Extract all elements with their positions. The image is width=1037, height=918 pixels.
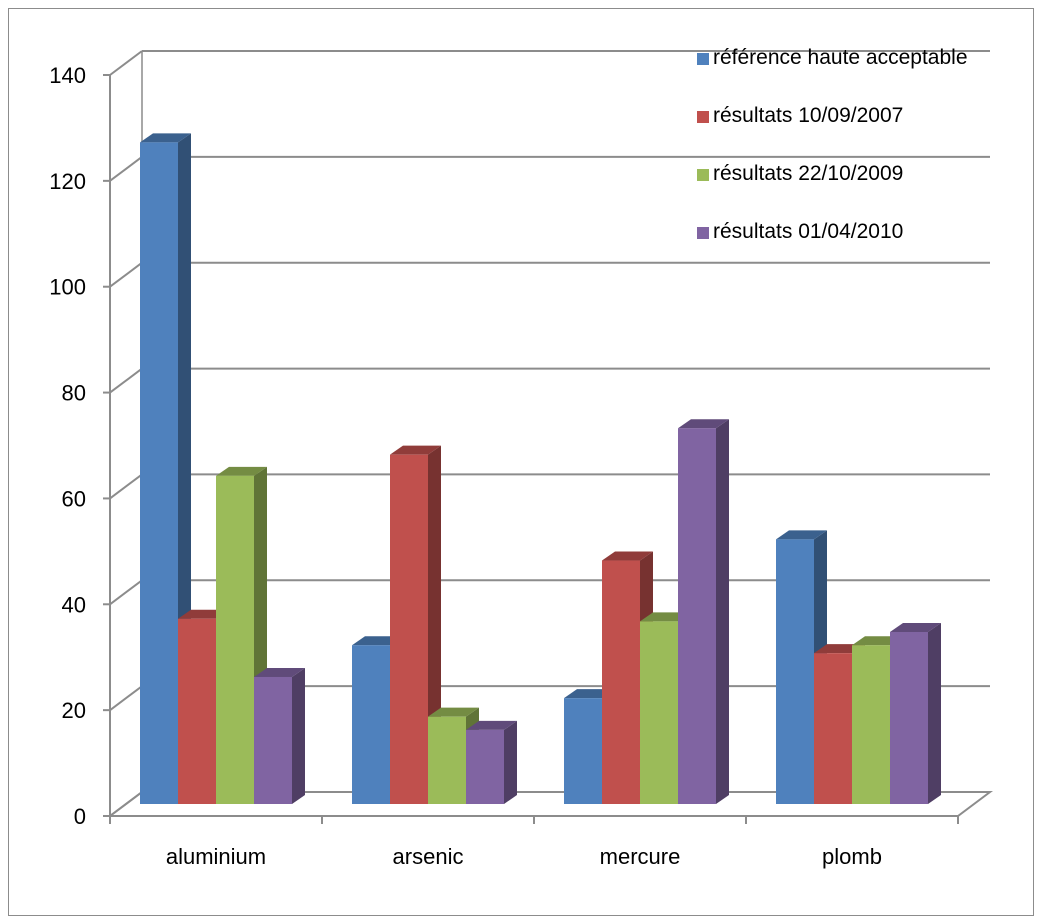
bar-front	[390, 454, 428, 804]
legend-label: référence haute acceptable	[713, 46, 968, 69]
bar-top	[390, 445, 441, 455]
bar-side	[716, 419, 729, 804]
legend-label: résultats 01/04/2010	[713, 220, 903, 243]
bar-top	[678, 419, 729, 429]
y-axis-tick-labels: 0 20 40 60 80 100 120 140	[49, 63, 86, 829]
bar-side	[292, 667, 305, 804]
legend-swatch	[697, 227, 709, 239]
gridline-side-140	[109, 50, 143, 76]
gridline-side-100	[109, 261, 143, 288]
gridline-side-40	[109, 579, 143, 606]
y-tick-label-120: 120	[49, 169, 86, 194]
gridline-side-80	[109, 367, 143, 394]
bar-top	[216, 466, 267, 476]
x-tick-label-aluminium: aluminium	[166, 844, 266, 869]
legend-item-2: résultats 10/09/2007	[697, 104, 903, 127]
chart-floor	[107, 791, 993, 817]
bar-front	[216, 475, 254, 804]
y-tick-label-0: 0	[74, 804, 86, 829]
bar-front	[776, 539, 814, 804]
bar-front	[564, 698, 602, 804]
y-tick-label-100: 100	[49, 275, 86, 300]
x-tick-label-mercure: mercure	[600, 844, 681, 869]
bar-front	[814, 653, 852, 804]
bar-top	[428, 707, 479, 717]
bar-arsenic-4	[466, 720, 517, 804]
bars	[140, 133, 941, 805]
bar-top	[890, 622, 941, 632]
legend-label: résultats 10/09/2007	[713, 104, 903, 127]
legend-swatch	[697, 53, 709, 65]
legend-label: résultats 22/10/2009	[713, 162, 903, 185]
bar-side	[928, 622, 941, 804]
legend-swatch	[697, 111, 709, 123]
bar-top	[602, 551, 653, 561]
legend-swatch	[697, 169, 709, 181]
bar-top	[466, 720, 517, 730]
bar-side	[504, 720, 517, 804]
gridline-side-20	[109, 685, 143, 711]
bar-front	[178, 618, 216, 804]
gridline-side-60	[109, 473, 143, 500]
bar-top	[254, 667, 305, 677]
bar-front	[466, 729, 504, 804]
bar-front	[640, 621, 678, 804]
y-tick-label-40: 40	[62, 592, 86, 617]
y-tick-label-80: 80	[62, 381, 86, 406]
bar-front	[352, 645, 390, 804]
bar-front	[678, 428, 716, 804]
bar-front	[428, 716, 466, 804]
bar-front	[602, 560, 640, 804]
bar-top	[776, 530, 827, 540]
bar-front	[890, 631, 928, 804]
x-tick-label-arsenic: arsenic	[393, 844, 464, 869]
y-tick-label-140: 140	[49, 63, 86, 88]
bar-top	[140, 133, 191, 143]
bar-front	[254, 676, 292, 804]
y-tick-label-60: 60	[62, 486, 86, 511]
gridline-side-120	[109, 156, 143, 182]
bar-front	[852, 645, 890, 804]
legend-item-1: référence haute acceptable	[697, 46, 968, 69]
bar-plomb-4	[890, 622, 941, 804]
bar-front	[140, 142, 178, 805]
y-tick-label-20: 20	[62, 698, 86, 723]
x-tick-label-plomb: plomb	[822, 844, 882, 869]
legend-item-4: résultats 01/04/2010	[697, 220, 903, 243]
bar-aluminium-4	[254, 667, 305, 804]
legend: référence haute acceptable résultats 10/0…	[697, 46, 968, 243]
bar-mercure-4	[678, 419, 729, 804]
bar-arsenic-2	[390, 445, 441, 804]
legend-item-3: résultats 22/10/2009	[697, 162, 903, 185]
